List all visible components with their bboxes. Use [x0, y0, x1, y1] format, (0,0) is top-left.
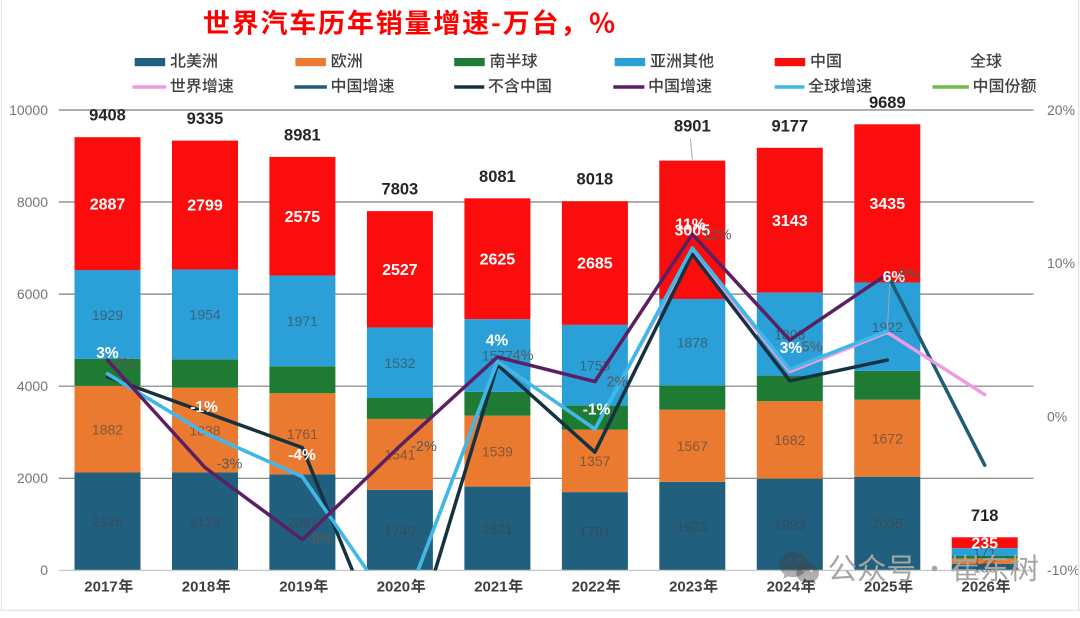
- svg-text:10%: 10%: [1047, 255, 1075, 271]
- svg-text:4%: 4%: [486, 333, 509, 350]
- svg-text:2021: 2021: [474, 579, 507, 596]
- svg-text:2025: 2025: [864, 579, 897, 596]
- svg-text:9335: 9335: [187, 110, 224, 128]
- svg-text:8081: 8081: [479, 168, 516, 186]
- svg-text:2017: 2017: [84, 579, 117, 596]
- svg-text:3005: 3005: [675, 222, 711, 239]
- svg-text:2799: 2799: [187, 198, 223, 215]
- svg-text:10000: 10000: [9, 102, 48, 118]
- svg-text:1749: 1749: [384, 522, 415, 538]
- svg-text:718: 718: [971, 507, 999, 525]
- svg-text:20%: 20%: [1047, 102, 1075, 118]
- svg-text:1929: 1929: [92, 307, 123, 323]
- svg-text:2023: 2023: [669, 579, 702, 596]
- svg-text:2087: 2087: [287, 515, 318, 531]
- svg-text:4%: 4%: [114, 356, 135, 372]
- svg-text:2019: 2019: [279, 579, 312, 596]
- svg-text:11%: 11%: [675, 217, 705, 234]
- svg-text:4%: 4%: [513, 348, 534, 364]
- svg-text:-2%: -2%: [411, 439, 437, 455]
- svg-text:-3%: -3%: [217, 457, 243, 473]
- svg-text:1682: 1682: [774, 432, 805, 448]
- svg-text:2000: 2000: [17, 470, 48, 486]
- svg-text:9177: 9177: [771, 117, 808, 135]
- svg-text:1532: 1532: [384, 355, 415, 371]
- svg-text:1993: 1993: [774, 517, 805, 533]
- svg-text:0%: 0%: [1047, 409, 1067, 425]
- svg-text:2126: 2126: [92, 514, 123, 530]
- svg-text:1971: 1971: [287, 313, 318, 329]
- svg-text:-1%: -1%: [583, 402, 611, 419]
- svg-text:8901: 8901: [674, 118, 711, 136]
- svg-text:1567: 1567: [677, 438, 708, 454]
- svg-text:-10%: -10%: [1047, 562, 1080, 578]
- svg-text:-4%: -4%: [288, 447, 316, 464]
- svg-text:3%: 3%: [96, 345, 119, 362]
- svg-text:2022: 2022: [572, 579, 605, 596]
- svg-text:1539: 1539: [482, 443, 513, 459]
- svg-text:1541: 1541: [384, 447, 415, 463]
- svg-text:7803: 7803: [382, 181, 419, 199]
- svg-text:-1%: -1%: [190, 399, 218, 416]
- svg-text:2035: 2035: [872, 516, 903, 532]
- svg-text:3%: 3%: [780, 340, 803, 357]
- svg-text:2020: 2020: [377, 579, 410, 596]
- svg-text:9408: 9408: [89, 107, 126, 125]
- svg-text:4000: 4000: [17, 378, 48, 394]
- svg-text:8018: 8018: [577, 171, 614, 189]
- svg-text:171: 171: [973, 544, 997, 560]
- svg-text:1761: 1761: [287, 426, 318, 442]
- svg-text:2685: 2685: [577, 256, 613, 273]
- svg-text:0: 0: [40, 562, 48, 578]
- svg-text:2128: 2128: [189, 514, 220, 530]
- svg-text:1672: 1672: [872, 430, 903, 446]
- svg-text:1701: 1701: [579, 523, 610, 539]
- svg-text:2018: 2018: [182, 579, 215, 596]
- svg-text:1923: 1923: [677, 518, 708, 534]
- svg-text:1821: 1821: [482, 521, 513, 537]
- svg-text:-8%: -8%: [307, 532, 333, 548]
- svg-text:2024: 2024: [767, 579, 801, 596]
- svg-text:6000: 6000: [17, 286, 48, 302]
- svg-text:1882: 1882: [92, 421, 123, 437]
- svg-text:2575: 2575: [285, 209, 321, 226]
- svg-text:8000: 8000: [17, 194, 48, 210]
- svg-text:235: 235: [971, 535, 998, 552]
- svg-text:9689: 9689: [869, 94, 906, 112]
- svg-text:6%: 6%: [883, 269, 906, 286]
- svg-text:1357: 1357: [579, 453, 610, 469]
- svg-text:5%: 5%: [802, 340, 823, 356]
- svg-text:12%: 12%: [702, 228, 731, 244]
- svg-text:8981: 8981: [284, 126, 321, 144]
- svg-text:1954: 1954: [189, 307, 220, 323]
- svg-text:1878: 1878: [677, 334, 708, 350]
- svg-text:3143: 3143: [772, 213, 808, 230]
- svg-text:3435: 3435: [870, 196, 906, 213]
- svg-text:2527: 2527: [382, 262, 418, 279]
- svg-text:2%: 2%: [607, 375, 628, 391]
- svg-text:122: 122: [973, 553, 997, 569]
- svg-text:2625: 2625: [480, 251, 516, 268]
- svg-text:9%: 9%: [899, 267, 920, 283]
- svg-text:2026: 2026: [962, 579, 995, 596]
- svg-text:2887: 2887: [90, 196, 126, 213]
